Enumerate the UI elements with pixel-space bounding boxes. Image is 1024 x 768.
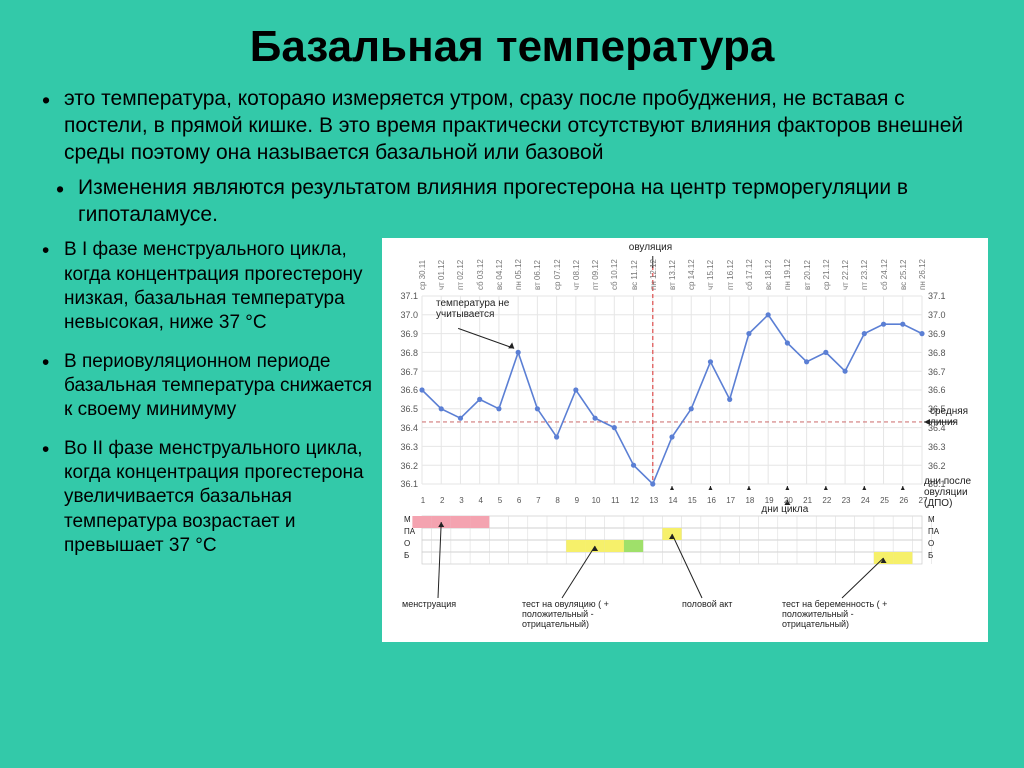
legend-menstruation: менструация [402,600,532,610]
sub-bullet: Изменения являются результатом влияния п… [50,175,988,229]
y-axis-label-right: 37.0 [928,310,952,320]
date-label: вс 04.12 [495,256,504,290]
day-number: 15 [686,496,698,505]
phase-bullet-3: Во II фазе менструального цикла, когда к… [36,437,376,559]
y-axis-label: 36.6 [394,385,418,395]
phase-list: В I фазе менструального цикла, когда кон… [36,238,376,558]
row-label: Б [404,551,409,560]
date-label: вт 06.12 [533,256,542,290]
date-label: сб 10.12 [610,256,619,290]
day-number: 5 [494,496,506,505]
temp-not-counted-label: температура не учитывается [436,298,526,320]
date-label: пт 16.12 [726,256,735,290]
date-label: пн 12.12 [649,256,658,290]
date-label: вс 25.12 [899,256,908,290]
row-label: О [404,539,410,548]
cycle-days-label: дни цикла [761,504,808,515]
legend-ov-test: тест на овуляцию ( + положительный - отр… [522,600,652,630]
date-label: пн 26.12 [918,256,927,290]
day-number: 6 [513,496,525,505]
y-axis-label-right: 36.6 [928,385,952,395]
day-number: 25 [879,496,891,505]
date-label: пт 09.12 [591,256,600,290]
date-label: ср 21.12 [822,256,831,290]
date-label: вс 11.12 [630,256,639,290]
day-number: 8 [552,496,564,505]
day-number: 4 [475,496,487,505]
day-number: 7 [532,496,544,505]
date-label: сб 24.12 [880,256,889,290]
date-label: вс 18.12 [764,256,773,290]
date-label: вт 20.12 [803,256,812,290]
y-axis-label: 37.1 [394,291,418,301]
row-label: О [928,539,934,548]
y-axis-label-right: 37.1 [928,291,952,301]
y-axis-label: 37.0 [394,310,418,320]
day-number: 9 [571,496,583,505]
ovulation-label: овуляция [629,242,672,253]
y-axis-label-right: 36.9 [928,329,952,339]
y-axis-label: 36.8 [394,348,418,358]
day-number: 3 [455,496,467,505]
day-number: 16 [705,496,717,505]
row-label: М [404,515,411,524]
y-axis-label-right: 36.3 [928,442,952,452]
day-number: 26 [898,496,910,505]
day-number: 23 [840,496,852,505]
day-number: 24 [859,496,871,505]
date-label: пт 23.12 [860,256,869,290]
bbt-chart: 36.136.136.236.236.336.336.436.436.536.5… [382,238,988,642]
day-number: 10 [590,496,602,505]
intro-bullet: это температура, котораяо измеряется утр… [36,86,988,167]
day-number: 12 [629,496,641,505]
y-axis-label: 36.5 [394,404,418,414]
date-label: пт 02.12 [456,256,465,290]
row-label: ПА [928,527,939,536]
date-label: ср 30.11 [418,256,427,290]
date-label: сб 03.12 [476,256,485,290]
day-number: 14 [667,496,679,505]
y-axis-label-right: 36.8 [928,348,952,358]
y-axis-label-right: 36.7 [928,367,952,377]
mean-line-label: средняя линия [930,406,986,428]
y-axis-label: 36.9 [394,329,418,339]
date-label: ср 07.12 [553,256,562,290]
row-label: М [928,515,935,524]
y-axis-label: 36.2 [394,461,418,471]
intro-list: это температура, котораяо измеряется утр… [36,86,988,167]
row-label: ПА [404,527,415,536]
date-label: пн 05.12 [514,256,523,290]
date-label: чт 01.12 [437,256,446,290]
y-axis-label-right: 36.2 [928,461,952,471]
y-axis-label: 36.4 [394,423,418,433]
y-axis-label: 36.3 [394,442,418,452]
day-number: 22 [821,496,833,505]
dpo-label: дни после овуляции (ДПО) [924,476,984,509]
page-title: Базальная температура [36,22,988,72]
phase-bullet-2: В периовуляционном периоде базальная тем… [36,350,376,423]
day-number: 1 [417,496,429,505]
date-label: чт 08.12 [572,256,581,290]
row-label: Б [928,551,933,560]
day-number: 2 [436,496,448,505]
sub-list: Изменения являются результатом влияния п… [50,175,988,229]
day-number: 18 [744,496,756,505]
date-label: вт 13.12 [668,256,677,290]
day-number: 11 [609,496,621,505]
date-label: чт 15.12 [706,256,715,290]
legend-preg-test: тест на беременность ( + положительный -… [782,600,912,630]
date-label: чт 22.12 [841,256,850,290]
y-axis-label: 36.1 [394,479,418,489]
y-axis-label: 36.7 [394,367,418,377]
date-label: ср 14.12 [687,256,696,290]
phase-bullet-1: В I фазе менструального цикла, когда кон… [36,238,376,335]
date-label: пн 19.12 [783,256,792,290]
date-label: сб 17.12 [745,256,754,290]
day-number: 17 [725,496,737,505]
day-number: 13 [648,496,660,505]
